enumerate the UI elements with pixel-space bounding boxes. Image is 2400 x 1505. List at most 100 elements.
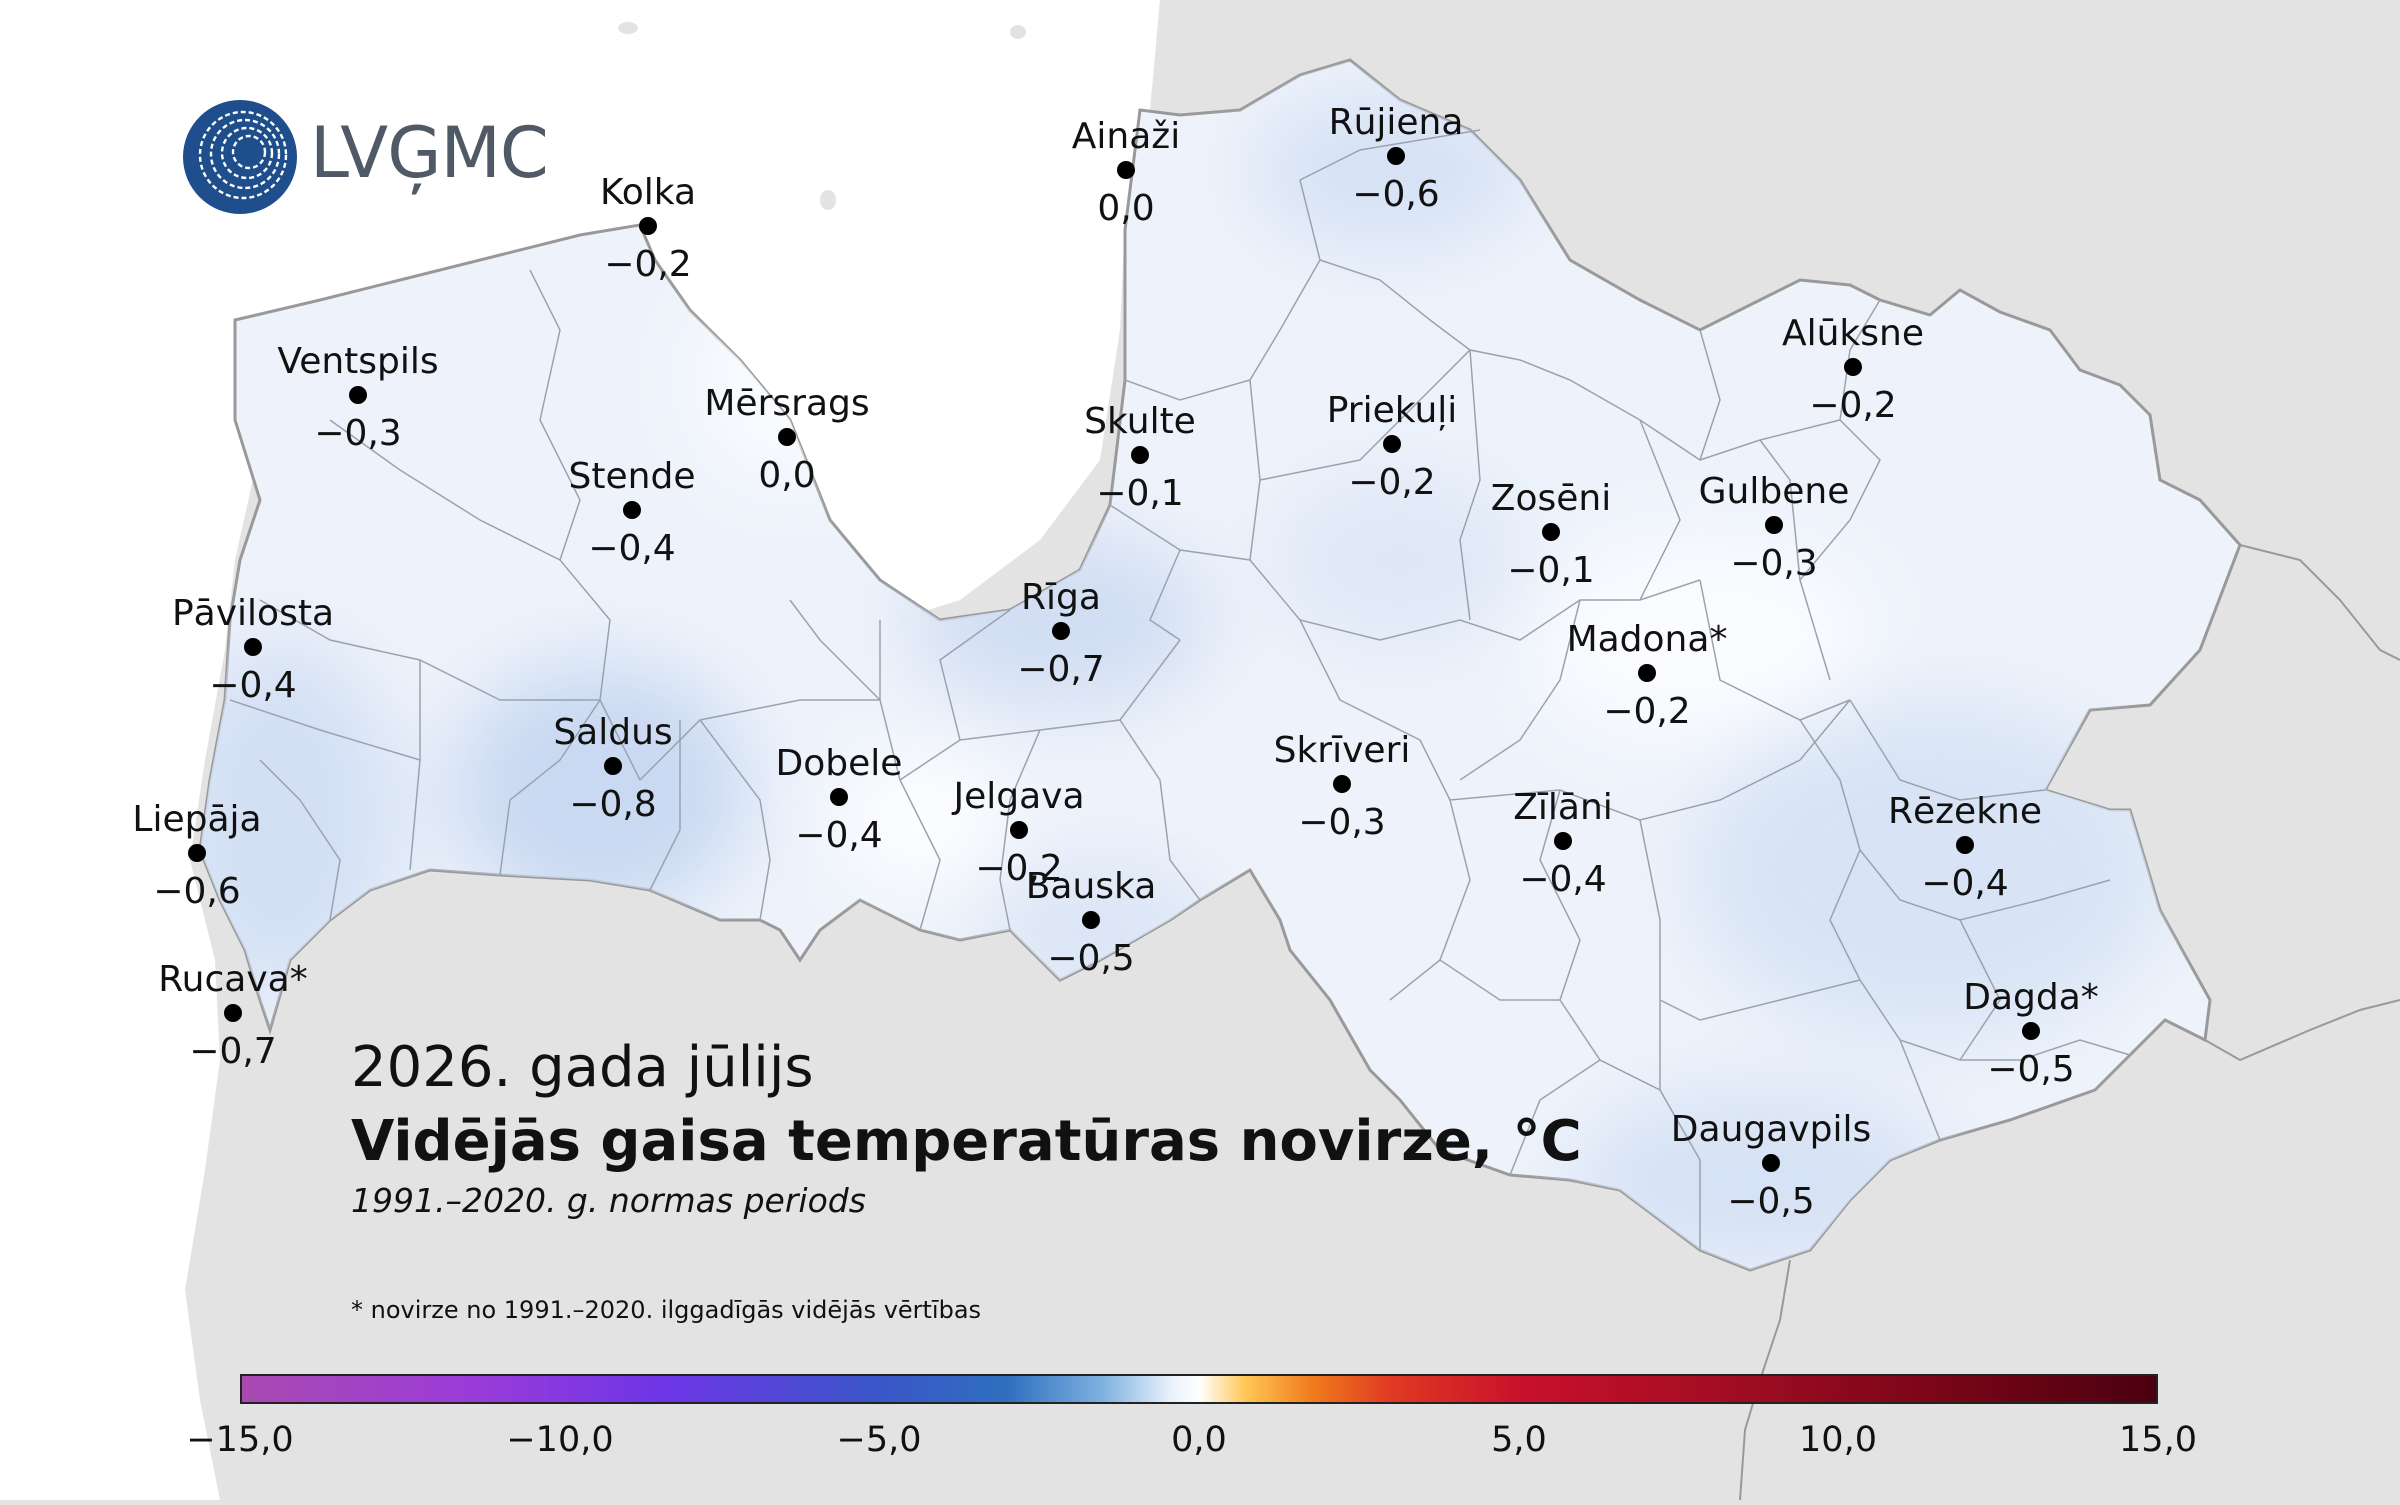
- station-value: −0,7: [189, 1031, 276, 1072]
- station-value: −0,5: [1047, 938, 1134, 979]
- station-dot: [604, 757, 622, 775]
- station-name: Skulte: [1084, 401, 1196, 442]
- logo-wordmark: LVĢMC: [310, 112, 549, 194]
- station-dot: [349, 386, 367, 404]
- colorbar-tick: −10,0: [506, 1420, 614, 1460]
- station-dot: [1554, 832, 1572, 850]
- station-value: −0,2: [604, 244, 691, 285]
- station-marker: Dagda* −0,5: [1963, 977, 2099, 1090]
- country-border: [2239, 544, 2400, 661]
- station-value: −0,2: [1809, 385, 1896, 426]
- station-value: −0,2: [1603, 691, 1690, 732]
- station-dot: [244, 638, 262, 656]
- station-dot: [1956, 836, 1974, 854]
- station-name: Rēzekne: [1888, 791, 2042, 832]
- station-value: 0,0: [1097, 188, 1154, 229]
- station-marker: Jelgava −0,2: [951, 776, 1084, 889]
- station-name: Liepāja: [132, 799, 261, 840]
- station-name: Stende: [569, 456, 696, 497]
- station-name: Ainaži: [1072, 116, 1180, 157]
- station-marker: Gulbene −0,3: [1699, 471, 1850, 584]
- colorbar-tick: 10,0: [1799, 1420, 1877, 1460]
- station-marker: Bauska −0,5: [1026, 866, 1157, 979]
- station-dot: [830, 788, 848, 806]
- station-name: Zosēni: [1491, 478, 1611, 519]
- logo-emblem-icon: [183, 100, 297, 214]
- map-caption: 2026. gada jūlijs Vidējās gaisa temperat…: [351, 1033, 1582, 1223]
- station-dot: [1131, 446, 1149, 464]
- colorbar-tick: 0,0: [1171, 1420, 1227, 1460]
- station-marker: Rucava* −0,7: [158, 959, 307, 1072]
- station-value: −0,3: [1730, 543, 1817, 584]
- station-name: Gulbene: [1699, 471, 1850, 512]
- station-dot: [1052, 622, 1070, 640]
- station-value: −0,1: [1096, 473, 1183, 514]
- station-name: Pāvilosta: [172, 593, 334, 634]
- colorbar-tick: −15,0: [186, 1420, 294, 1460]
- station-value: −0,4: [1921, 863, 2008, 904]
- station-value: −0,7: [1017, 649, 1104, 690]
- station-dot: [224, 1004, 242, 1022]
- station-value: −0,4: [209, 665, 296, 706]
- station-marker: Priekuļi −0,2: [1327, 390, 1458, 503]
- station-marker: Rēzekne −0,4: [1888, 791, 2042, 904]
- station-dot: [188, 844, 206, 862]
- stations-layer: Ainaži 0,0 Rūjiena −0,6 Kolka −0,2 Ventspils −0…: [132, 102, 2098, 1222]
- station-marker: Skrīveri −0,3: [1274, 730, 1411, 843]
- station-marker: Ainaži 0,0: [1072, 116, 1180, 229]
- station-marker: Zosēni −0,1: [1491, 478, 1611, 591]
- station-dot: [778, 428, 796, 446]
- station-name: Kolka: [600, 172, 696, 213]
- station-dot: [1010, 821, 1028, 839]
- station-marker: Dobele −0,4: [776, 743, 903, 856]
- colorbar-tick: 5,0: [1491, 1420, 1547, 1460]
- station-marker: Pāvilosta −0,4: [172, 593, 334, 706]
- station-marker: Liepāja −0,6: [132, 799, 261, 912]
- station-marker: Rīga −0,7: [1017, 577, 1104, 690]
- station-name: Jelgava: [951, 776, 1084, 817]
- station-value: −0,2: [975, 848, 1062, 889]
- station-marker: Kolka −0,2: [600, 172, 696, 285]
- station-value: −0,3: [314, 413, 401, 454]
- station-name: Dobele: [776, 743, 903, 784]
- municipality-borders: [229, 129, 2131, 1250]
- island: [820, 190, 836, 210]
- station-marker: Ventspils −0,3: [277, 341, 438, 454]
- station-dot: [1765, 516, 1783, 534]
- island: [1010, 25, 1026, 39]
- station-marker: Alūksne −0,2: [1782, 313, 1924, 426]
- station-name: Zīlāni: [1513, 787, 1613, 828]
- island: [618, 22, 638, 34]
- station-name: Rūjiena: [1329, 102, 1464, 143]
- station-name: Rīga: [1021, 577, 1101, 618]
- caption-title: Vidējās gaisa temperatūras novirze, °C: [351, 1109, 1582, 1174]
- station-dot: [1117, 161, 1135, 179]
- station-name: Saldus: [553, 712, 672, 753]
- station-dot: [1387, 147, 1405, 165]
- station-name: Mērsrags: [704, 383, 869, 424]
- station-marker: Saldus −0,8: [553, 712, 672, 825]
- station-value: −0,5: [1727, 1181, 1814, 1222]
- station-marker: Rūjiena −0,6: [1329, 102, 1464, 215]
- station-name: Skrīveri: [1274, 730, 1411, 771]
- station-value: −0,4: [588, 528, 675, 569]
- station-value: −0,2: [1348, 462, 1435, 503]
- station-name: Rucava*: [158, 959, 307, 1000]
- colorbar: [240, 1374, 2158, 1404]
- station-dot: [2022, 1022, 2040, 1040]
- caption-period: 1991.–2020. g. normas periods: [351, 1181, 866, 1220]
- station-value: −0,4: [1519, 859, 1606, 900]
- station-name: Dagda*: [1963, 977, 2099, 1018]
- colorbar-tick: 15,0: [2119, 1420, 2197, 1460]
- station-marker: Mērsrags 0,0: [704, 383, 869, 496]
- station-dot: [639, 217, 657, 235]
- station-value: −0,3: [1298, 802, 1385, 843]
- station-name: Bauska: [1026, 866, 1157, 907]
- caption-footnote: * novirze no 1991.–2020. ilggadīgās vidē…: [351, 1296, 982, 1324]
- station-name: Ventspils: [277, 341, 438, 382]
- station-value: −0,8: [569, 784, 656, 825]
- station-marker: Daugavpils −0,5: [1671, 1109, 1871, 1222]
- station-dot: [1638, 664, 1656, 682]
- station-value: −0,5: [1987, 1049, 2074, 1090]
- station-value: −0,6: [153, 871, 240, 912]
